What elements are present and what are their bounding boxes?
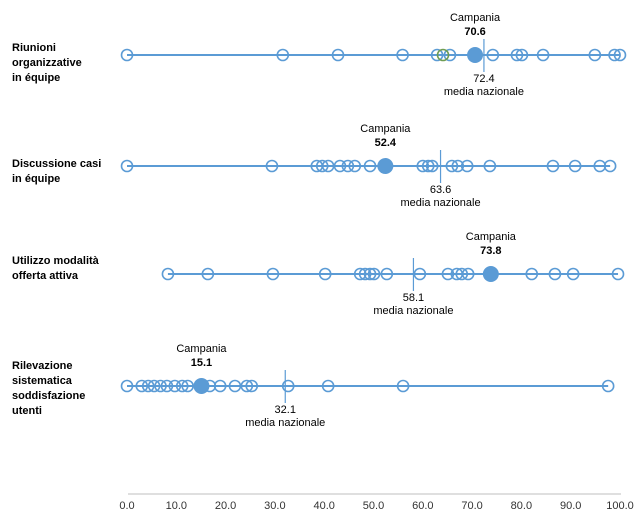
region-point: [536, 48, 550, 62]
region-point: [228, 379, 242, 393]
region-point: [380, 267, 394, 281]
region-point: [396, 48, 409, 62]
region-point: [331, 48, 345, 62]
region-point: [154, 379, 167, 393]
region-point: [363, 267, 377, 281]
region-point: [613, 48, 627, 62]
region-point: [341, 159, 355, 173]
region-point: [367, 267, 381, 281]
region-point: [601, 379, 615, 393]
campania-point: [377, 158, 394, 174]
region-point: [315, 159, 329, 173]
campania-point: [467, 47, 484, 63]
region-point: [486, 48, 500, 62]
region-point: [353, 267, 367, 281]
region-point: [603, 159, 617, 173]
region-point: [483, 159, 497, 173]
region-point: [120, 379, 134, 393]
region-point: [515, 48, 529, 62]
region-point: [445, 159, 459, 173]
region-point: [525, 267, 539, 281]
region-point: [548, 267, 562, 281]
region-point: [201, 267, 215, 281]
region-point: [461, 267, 475, 281]
region-point: [213, 379, 227, 393]
region-point: [281, 379, 295, 393]
region-point: [568, 159, 582, 173]
campania-point: [193, 378, 210, 394]
region-point: [443, 48, 457, 62]
region-point: [175, 379, 189, 393]
region-point: [608, 48, 621, 62]
region-point: [566, 267, 580, 281]
region-point: [425, 159, 439, 173]
region-point: [321, 159, 335, 173]
region-point: [181, 379, 194, 393]
region-point: [147, 379, 161, 393]
region-point: [430, 48, 444, 62]
region-point: [141, 379, 155, 393]
region-point: [588, 48, 602, 62]
region-point: [240, 379, 254, 393]
region-point: [416, 159, 430, 173]
region-point: [120, 159, 134, 173]
region-point-green: [436, 48, 450, 62]
region-point: [265, 159, 279, 173]
region-point: [135, 379, 149, 393]
campania-point: [482, 266, 499, 282]
region-point: [455, 267, 469, 281]
region-point: [451, 159, 465, 173]
region-point: [120, 48, 134, 62]
region-point: [421, 159, 435, 173]
region-point: [266, 267, 280, 281]
region-point: [413, 267, 427, 281]
region-point: [161, 267, 175, 281]
region-point: [611, 267, 625, 281]
region-point: [160, 379, 174, 393]
region-point: [168, 379, 182, 393]
region-point: [318, 267, 332, 281]
region-point: [363, 159, 377, 173]
region-point: [460, 159, 474, 173]
region-point: [441, 267, 455, 281]
region-point: [510, 48, 524, 62]
region-point: [348, 159, 362, 173]
region-point: [276, 48, 290, 62]
region-point: [321, 379, 335, 393]
region-point: [333, 159, 347, 173]
region-point: [546, 159, 560, 173]
region-point: [245, 379, 259, 393]
region-point: [358, 267, 372, 281]
region-point: [396, 379, 410, 393]
